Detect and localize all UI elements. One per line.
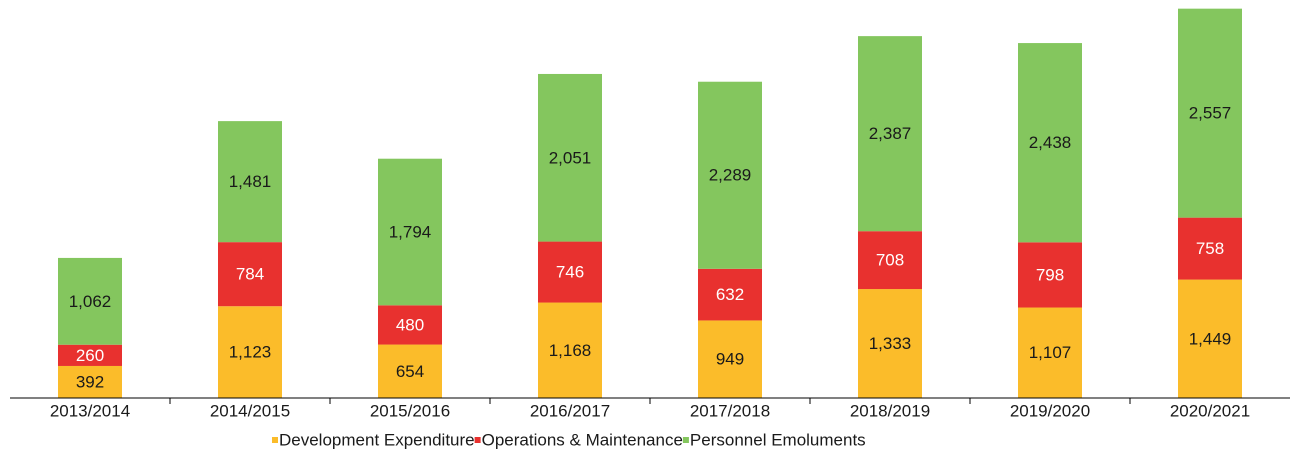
data-label: 708	[876, 251, 904, 270]
data-label: 480	[396, 315, 424, 334]
bar-segment	[58, 365, 122, 398]
x-tick-label: 2015/2016	[370, 401, 450, 420]
data-label: 1,062	[69, 292, 112, 311]
x-tick-label: 2013/2014	[50, 401, 130, 420]
legend-label: Personnel Emoluments	[690, 430, 866, 449]
bar-segment	[58, 344, 122, 366]
x-tick-label: 2014/2015	[210, 401, 290, 420]
data-label: 1,794	[389, 223, 432, 242]
legend-swatch	[682, 437, 689, 443]
data-label: 2,051	[549, 148, 592, 167]
bar-segment	[858, 289, 922, 398]
data-label: 2,289	[709, 166, 752, 185]
bar-segment	[378, 305, 442, 345]
data-label: 1,168	[549, 341, 592, 360]
data-label: 654	[396, 362, 424, 381]
x-tick-label: 2017/2018	[690, 401, 770, 420]
bar-segment	[1018, 307, 1082, 398]
bar-segment	[858, 36, 922, 232]
bar-segment	[538, 302, 602, 398]
data-label: 2,557	[1189, 104, 1232, 123]
data-label: 798	[1036, 265, 1064, 284]
bar-segment	[698, 320, 762, 398]
data-label: 1,333	[869, 334, 912, 353]
data-label: 1,123	[229, 343, 272, 362]
x-tick-label: 2019/2020	[1010, 401, 1090, 420]
bar-segment	[58, 257, 122, 345]
bar-segment	[218, 242, 282, 307]
data-label: 784	[236, 265, 264, 284]
bar-segment	[378, 158, 442, 306]
bar-segment	[538, 241, 602, 303]
bar-segment	[1018, 43, 1082, 243]
bar-segment	[378, 344, 442, 398]
data-label: 260	[76, 346, 104, 365]
data-label: 949	[716, 350, 744, 369]
legend-label: Operations & Maintenance	[482, 430, 683, 449]
legend-swatch	[474, 437, 481, 443]
data-label: 2,438	[1029, 133, 1072, 152]
bar-segment	[698, 81, 762, 269]
bar-segment	[218, 306, 282, 398]
bar-segment	[698, 268, 762, 321]
x-tick-label: 2018/2019	[850, 401, 930, 420]
data-label: 1,449	[1189, 329, 1232, 348]
bar-segment	[858, 231, 922, 290]
bar-segment	[1178, 279, 1242, 398]
data-label: 392	[76, 372, 104, 391]
data-label: 746	[556, 263, 584, 282]
data-label: 1,481	[229, 172, 272, 191]
bar-segment	[218, 121, 282, 243]
x-tick-label: 2016/2017	[530, 401, 610, 420]
bar-segment	[1178, 8, 1242, 218]
legend-swatch	[272, 437, 278, 443]
bar-segment	[1018, 242, 1082, 308]
bar-segment	[538, 73, 602, 242]
data-label: 758	[1196, 239, 1224, 258]
x-tick-label: 2020/2021	[1170, 401, 1250, 420]
legend-label: Development Expenditure	[279, 430, 475, 449]
data-label: 1,107	[1029, 343, 1072, 362]
data-label: 2,387	[869, 124, 912, 143]
bar-segment	[1178, 217, 1242, 280]
data-label: 632	[716, 285, 744, 304]
